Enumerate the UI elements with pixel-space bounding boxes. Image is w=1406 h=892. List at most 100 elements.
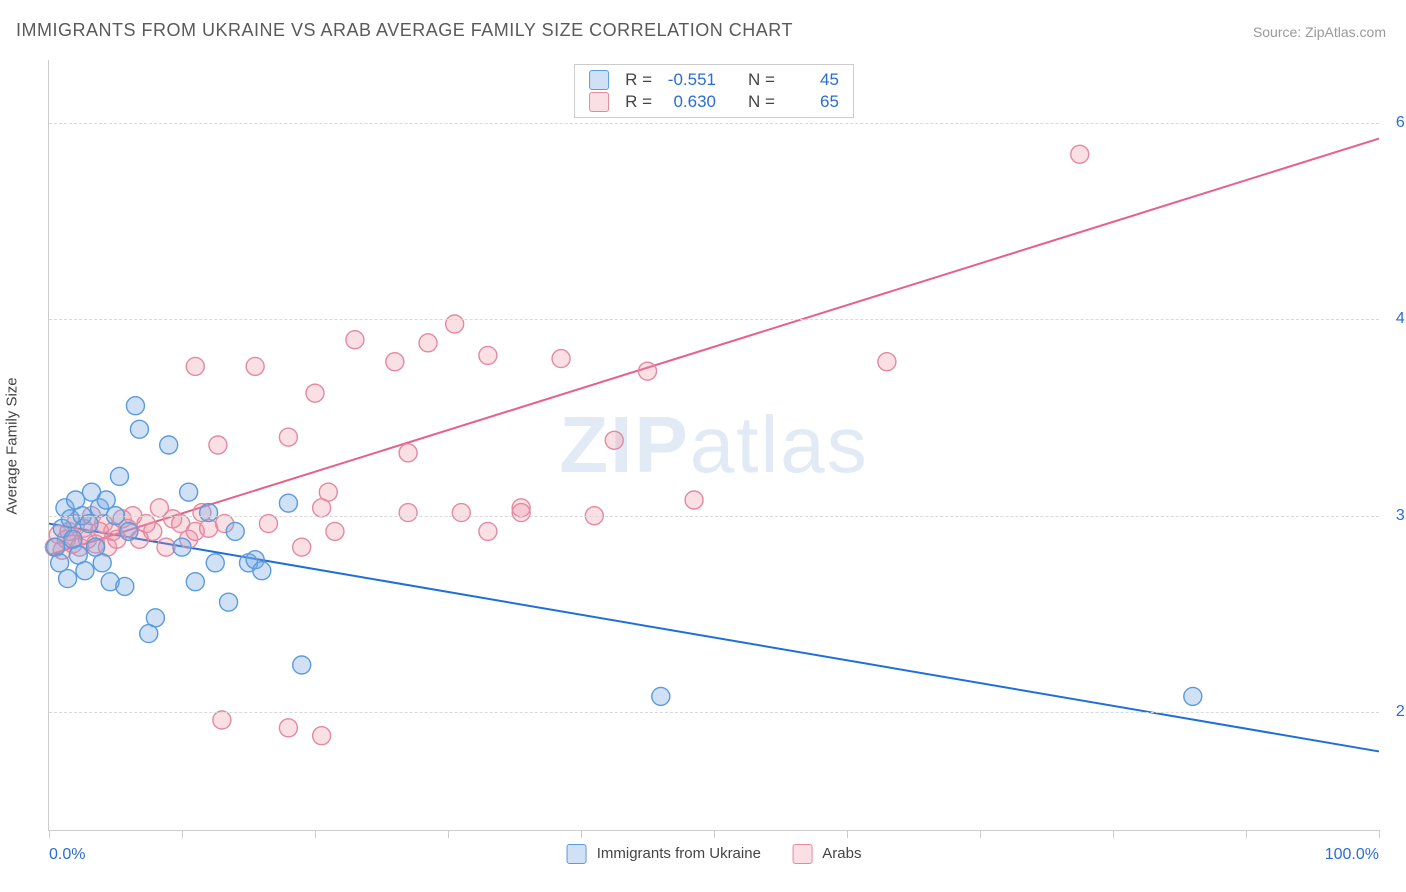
scatter-point xyxy=(293,656,311,674)
r-value-ukraine: -0.551 xyxy=(662,70,716,90)
legend-item-ukraine: Immigrants from Ukraine xyxy=(567,844,761,864)
scatter-point xyxy=(146,609,164,627)
scatter-point xyxy=(209,436,227,454)
y-tick-label: 6.00 xyxy=(1387,114,1406,132)
x-tick xyxy=(448,830,449,838)
r-label: R = xyxy=(625,70,652,90)
x-axis-label-min: 0.0% xyxy=(49,846,85,864)
scatter-point xyxy=(346,331,364,349)
scatter-point xyxy=(512,504,530,522)
y-tick-label: 4.75 xyxy=(1387,310,1406,328)
swatch-arabs-icon xyxy=(589,92,609,112)
scatter-points-layer xyxy=(49,60,1379,830)
scatter-point xyxy=(446,315,464,333)
y-axis-title: Average Family Size xyxy=(4,377,21,514)
swatch-ukraine-icon xyxy=(567,844,587,864)
scatter-point xyxy=(279,719,297,737)
stats-row-ukraine: R = -0.551 N = 45 xyxy=(589,69,839,91)
scatter-point xyxy=(59,570,77,588)
chart-title: IMMIGRANTS FROM UKRAINE VS ARAB AVERAGE … xyxy=(16,20,793,41)
scatter-point xyxy=(110,467,128,485)
scatter-point xyxy=(220,593,238,611)
n-label: N = xyxy=(748,92,775,112)
scatter-point xyxy=(144,522,162,540)
n-value-ukraine: 45 xyxy=(785,70,839,90)
x-tick xyxy=(581,830,582,838)
bottom-legend: Immigrants from Ukraine Arabs xyxy=(567,844,862,864)
scatter-point xyxy=(279,428,297,446)
scatter-point xyxy=(279,494,297,512)
source-label: Source: ZipAtlas.com xyxy=(1253,24,1386,40)
scatter-point xyxy=(1071,145,1089,163)
n-value-arabs: 65 xyxy=(785,92,839,112)
legend-item-arabs: Arabs xyxy=(793,844,862,864)
scatter-point xyxy=(160,436,178,454)
plot-area: ZIPatlas R = -0.551 N = 45 R = 0.630 N =… xyxy=(48,60,1379,831)
scatter-point xyxy=(206,554,224,572)
scatter-point xyxy=(313,727,331,745)
scatter-point xyxy=(173,538,191,556)
correlation-stats-box: R = -0.551 N = 45 R = 0.630 N = 65 xyxy=(574,64,854,118)
gridline xyxy=(49,712,1379,713)
scatter-point xyxy=(685,491,703,509)
scatter-point xyxy=(80,515,98,533)
r-label: R = xyxy=(625,92,652,112)
scatter-point xyxy=(399,444,417,462)
y-tick-label: 2.25 xyxy=(1387,703,1406,721)
x-tick xyxy=(847,830,848,838)
scatter-point xyxy=(878,353,896,371)
x-tick xyxy=(714,830,715,838)
x-axis-label-max: 100.0% xyxy=(1325,846,1379,864)
scatter-point xyxy=(200,504,218,522)
gridline xyxy=(49,516,1379,517)
scatter-point xyxy=(246,357,264,375)
swatch-arabs-icon xyxy=(793,844,813,864)
scatter-point xyxy=(76,562,94,580)
gridline xyxy=(49,123,1379,124)
scatter-point xyxy=(130,420,148,438)
scatter-point xyxy=(326,522,344,540)
scatter-point xyxy=(226,522,244,540)
scatter-point xyxy=(116,577,134,595)
x-tick xyxy=(49,830,50,838)
scatter-point xyxy=(652,687,670,705)
x-tick xyxy=(182,830,183,838)
x-tick xyxy=(1113,830,1114,838)
scatter-point xyxy=(126,397,144,415)
legend-label-ukraine: Immigrants from Ukraine xyxy=(597,845,761,862)
stats-row-arabs: R = 0.630 N = 65 xyxy=(589,91,839,113)
scatter-point xyxy=(180,483,198,501)
gridline xyxy=(49,319,1379,320)
scatter-point xyxy=(552,350,570,368)
x-tick xyxy=(1379,830,1380,838)
scatter-point xyxy=(1184,687,1202,705)
scatter-point xyxy=(452,504,470,522)
x-tick xyxy=(1246,830,1247,838)
x-tick xyxy=(315,830,316,838)
scatter-point xyxy=(213,711,231,729)
scatter-point xyxy=(479,522,497,540)
scatter-point xyxy=(386,353,404,371)
scatter-point xyxy=(605,431,623,449)
scatter-point xyxy=(306,384,324,402)
scatter-point xyxy=(479,346,497,364)
scatter-point xyxy=(97,491,115,509)
scatter-point xyxy=(293,538,311,556)
swatch-ukraine-icon xyxy=(589,70,609,90)
scatter-point xyxy=(120,522,138,540)
legend-label-arabs: Arabs xyxy=(822,845,861,862)
scatter-point xyxy=(399,504,417,522)
r-value-arabs: 0.630 xyxy=(662,92,716,112)
y-tick-label: 3.50 xyxy=(1387,507,1406,525)
x-tick xyxy=(980,830,981,838)
scatter-point xyxy=(313,499,331,517)
scatter-point xyxy=(93,554,111,572)
scatter-point xyxy=(253,562,271,580)
scatter-point xyxy=(186,357,204,375)
scatter-point xyxy=(639,362,657,380)
scatter-point xyxy=(186,573,204,591)
scatter-point xyxy=(419,334,437,352)
chart-container: IMMIGRANTS FROM UKRAINE VS ARAB AVERAGE … xyxy=(0,0,1406,892)
scatter-point xyxy=(259,515,277,533)
n-label: N = xyxy=(748,70,775,90)
